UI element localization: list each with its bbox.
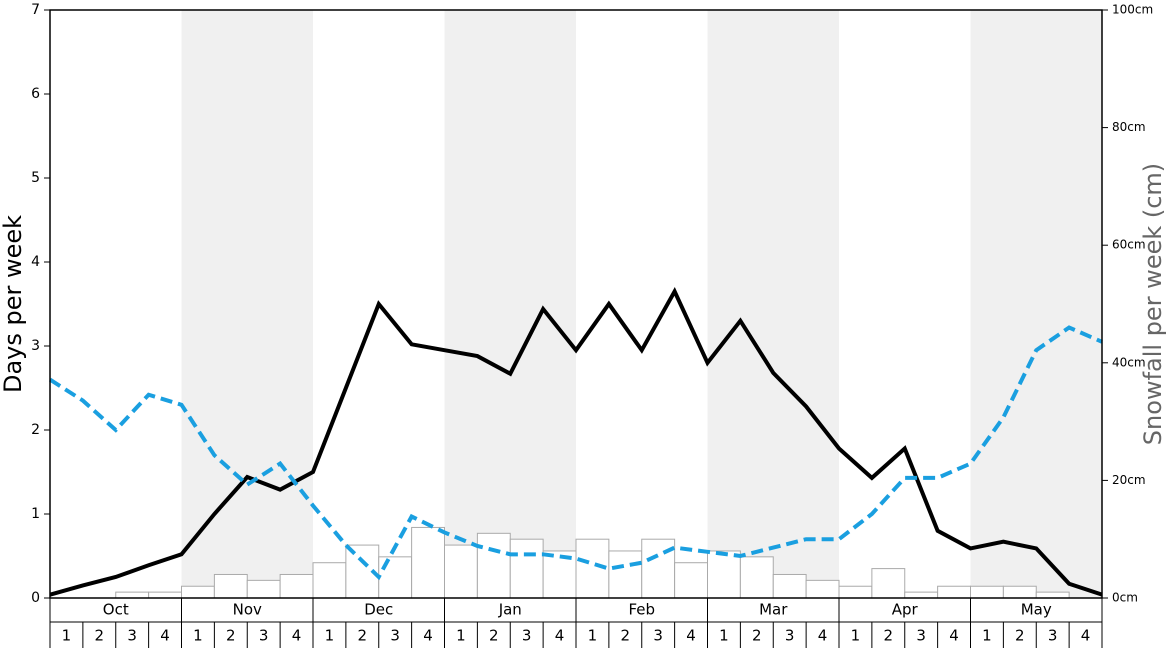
week-label: 4	[555, 627, 565, 645]
y-tick-label: 5	[31, 170, 40, 186]
bar	[181, 585, 215, 599]
month-label: Feb	[628, 601, 655, 619]
bar	[476, 532, 511, 599]
month-label: Jan	[498, 601, 522, 619]
y-tick-label: 7	[31, 2, 40, 18]
week-label: 3	[1048, 627, 1058, 645]
line	[48, 325, 1103, 581]
week-label: 3	[916, 627, 926, 645]
week-label: 2	[752, 627, 762, 645]
week-label: 2	[226, 627, 236, 645]
bar	[805, 579, 840, 599]
y2-tick-label: 0cm	[1112, 591, 1138, 605]
month-label: Oct	[103, 601, 129, 619]
bar	[970, 585, 1004, 599]
week-label: 4	[686, 627, 696, 645]
week-label: 4	[160, 627, 170, 645]
month-band	[970, 10, 1102, 598]
month-label: Apr	[892, 601, 919, 619]
y2-tick-label: 40cm	[1112, 355, 1146, 369]
y-tick-label: 4	[31, 254, 40, 270]
y-tick-label: 3	[31, 338, 40, 354]
week-label: 4	[423, 627, 433, 645]
y-tick-label: 1	[31, 506, 40, 522]
month-label: May	[1021, 601, 1052, 619]
week-label: 3	[259, 627, 269, 645]
bar	[674, 562, 708, 599]
y2-axis-label: Snowfall per week (cm)	[1139, 163, 1167, 445]
y2-tick-label: 20cm	[1112, 473, 1146, 487]
week-label: 1	[325, 627, 335, 645]
week-label: 2	[489, 627, 499, 645]
y-tick-label: 6	[31, 86, 40, 102]
bar	[444, 544, 478, 599]
bar	[838, 585, 873, 599]
month-band	[707, 10, 839, 598]
bar	[772, 573, 807, 599]
week-label: 1	[719, 627, 729, 645]
bar	[707, 550, 741, 599]
week-label: 1	[193, 627, 203, 645]
week-label: 1	[588, 627, 598, 645]
y2-tick-label: 60cm	[1112, 238, 1146, 252]
bar	[1035, 591, 1070, 599]
y2-tick-label: 80cm	[1112, 120, 1146, 134]
week-label: 3	[127, 627, 137, 645]
week-label: 4	[818, 627, 828, 645]
week-label: 2	[621, 627, 631, 645]
month-band	[181, 10, 313, 598]
bar	[937, 585, 971, 599]
bar	[411, 526, 445, 599]
week-label: 1	[456, 627, 466, 645]
bar	[1002, 585, 1037, 599]
y-tick-label: 0	[31, 590, 40, 606]
bar	[509, 538, 544, 599]
week-label: 3	[653, 627, 663, 645]
week-label: 3	[522, 627, 532, 645]
week-label: 4	[292, 627, 302, 645]
week-label: 1	[851, 627, 861, 645]
bar	[378, 556, 413, 599]
bar	[608, 550, 643, 599]
line	[49, 286, 1103, 597]
month-label: Mar	[759, 601, 788, 619]
bar	[739, 556, 774, 599]
bar	[213, 573, 248, 599]
month-label: Dec	[364, 601, 393, 619]
bar	[246, 579, 281, 599]
y-axis-label: Days per week	[0, 215, 27, 393]
bar	[279, 573, 314, 599]
y-tick-label: 2	[31, 422, 40, 438]
week-label: 1	[62, 627, 72, 645]
bar	[871, 568, 906, 599]
week-label: 4	[949, 627, 959, 645]
bar	[312, 562, 347, 599]
week-label: 2	[884, 627, 894, 645]
y2-tick-label: 100cm	[1112, 3, 1153, 17]
bar	[904, 591, 939, 599]
week-label: 4	[1081, 627, 1091, 645]
month-band	[444, 10, 576, 598]
bar	[148, 591, 182, 599]
bar	[115, 591, 150, 599]
week-label: 3	[390, 627, 400, 645]
week-label: 2	[95, 627, 105, 645]
week-label: 1	[982, 627, 992, 645]
week-label: 2	[358, 627, 368, 645]
month-label: Nov	[233, 601, 262, 619]
week-label: 3	[785, 627, 795, 645]
week-label: 2	[1015, 627, 1025, 645]
